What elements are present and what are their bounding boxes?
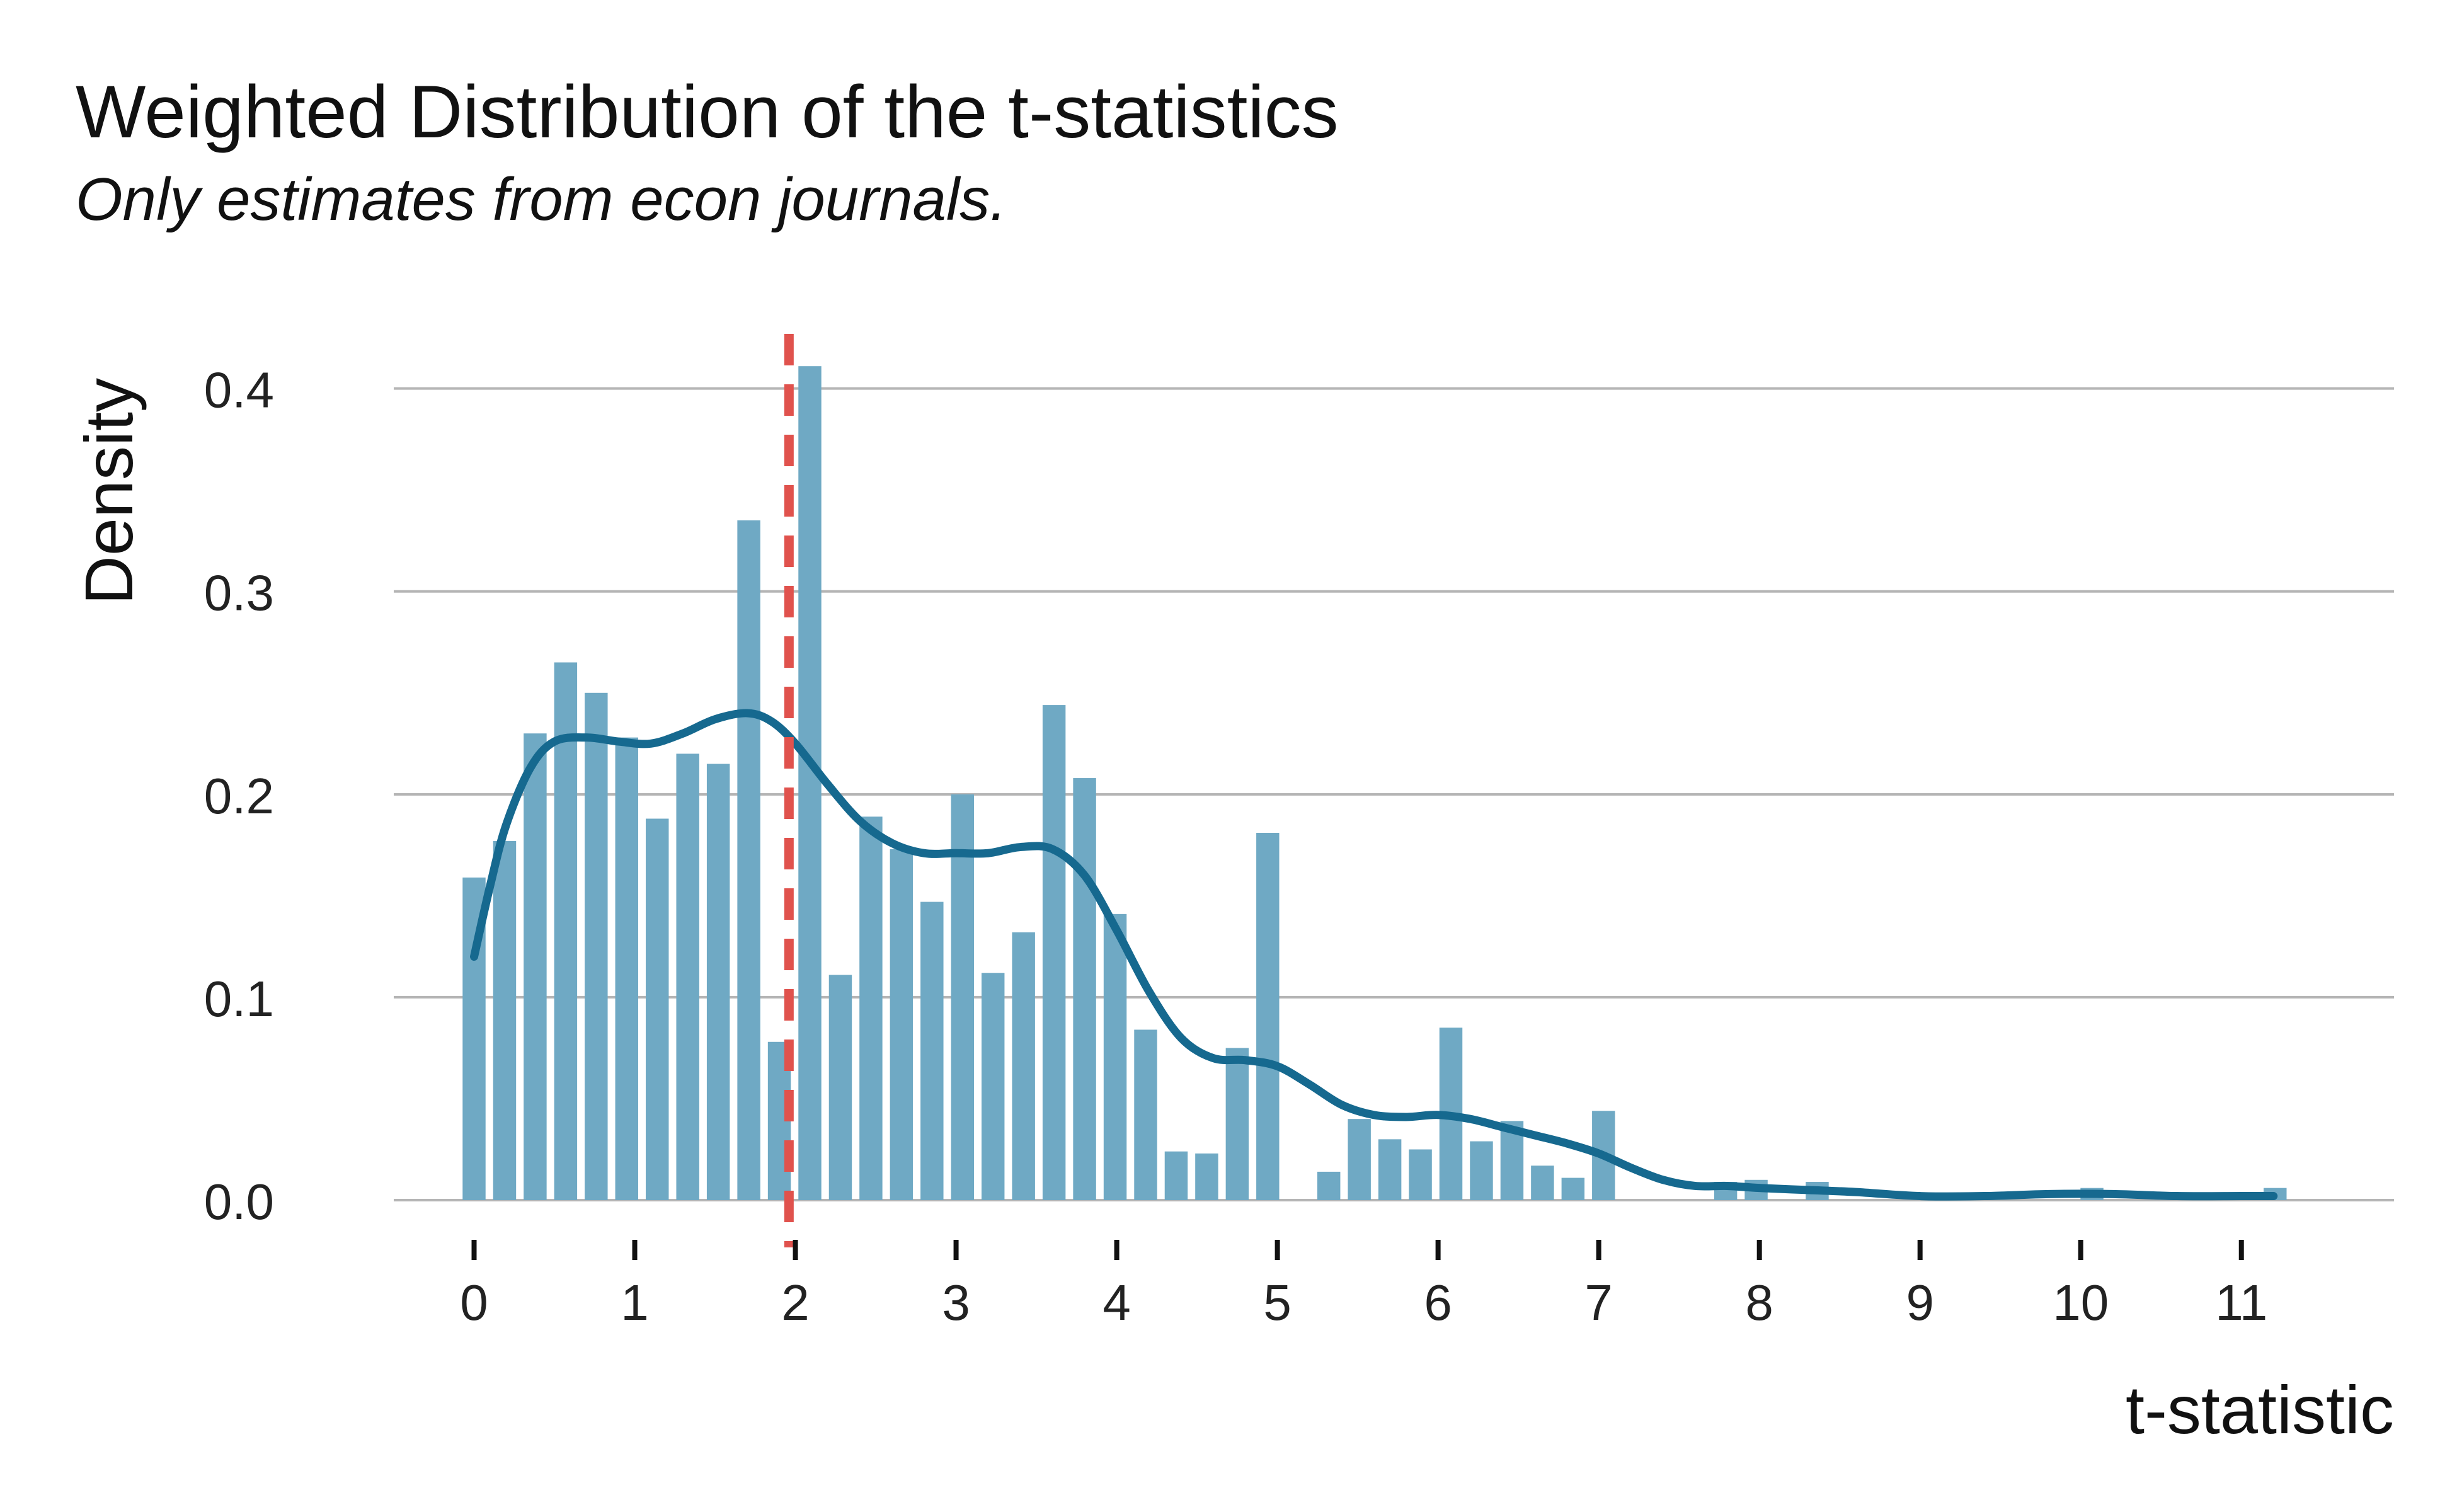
histogram-bar [1348, 1119, 1371, 1200]
y-axis-title: Density [71, 378, 147, 605]
histogram-bar [1378, 1139, 1402, 1200]
x-tick-label: 0 [460, 1274, 488, 1331]
histogram-bar [981, 973, 1005, 1200]
x-tick-label: 2 [781, 1274, 810, 1331]
x-tick-label: 5 [1263, 1274, 1292, 1331]
y-tick-label: 0.1 [204, 971, 274, 1027]
histogram-bar [554, 662, 578, 1200]
y-tick-label: 0.2 [204, 768, 274, 824]
y-axis: 0.0 0.1 0.2 0.3 0.4 [204, 362, 274, 1230]
y-tick-label: 0.3 [204, 565, 274, 621]
density-curve [470, 709, 2278, 1201]
histogram-bar [1012, 932, 1035, 1200]
chart-subtitle: Only estimates from econ journals. [76, 166, 1007, 233]
histogram-bar [1164, 1151, 1188, 1200]
histogram-bar [1103, 914, 1127, 1200]
histogram-bar [1195, 1153, 1218, 1200]
y-tick-label: 0.4 [204, 362, 274, 418]
histogram-bar [1225, 1048, 1249, 1200]
histogram-bar [951, 794, 974, 1200]
histogram-bar [1073, 778, 1096, 1200]
histogram-bar [737, 520, 760, 1201]
histogram-bar [585, 692, 608, 1200]
x-tick-label: 9 [1906, 1274, 1934, 1331]
x-axis-title: t-statistic [2126, 1372, 2394, 1448]
x-tick-label: 7 [1584, 1274, 1613, 1331]
x-tick-label: 4 [1102, 1274, 1131, 1331]
histogram-bar [1470, 1141, 1493, 1200]
y-tick-label: 0.0 [204, 1174, 274, 1230]
histogram-bar [1561, 1177, 1585, 1200]
histogram-bar [524, 733, 547, 1200]
histogram-bar [1042, 705, 1066, 1200]
x-tick-label: 11 [2215, 1274, 2267, 1331]
histogram-bar [1256, 833, 1280, 1200]
x-tick-label: 3 [942, 1274, 970, 1331]
histogram-bar [890, 849, 914, 1200]
histogram-bar [798, 366, 822, 1200]
histogram-bar [1317, 1171, 1341, 1200]
histogram-bar [920, 902, 944, 1200]
histogram-bar [1531, 1166, 1554, 1200]
x-axis: 0 1 2 3 4 5 6 7 8 9 10 11 [460, 1240, 2267, 1331]
histogram-bar [493, 840, 517, 1200]
histogram-bar [615, 737, 639, 1200]
histogram-bar [1134, 1029, 1157, 1200]
x-tick-label: 8 [1745, 1274, 1773, 1331]
histogram-bars [462, 366, 2287, 1201]
histogram-bar [676, 753, 699, 1200]
chart-title: Weighted Distribution of the t-statistic… [76, 71, 1339, 154]
histogram-bar [1409, 1149, 1432, 1200]
histogram-bar [646, 818, 669, 1200]
x-tick-label: 1 [621, 1274, 649, 1331]
histogram-bar [706, 764, 730, 1200]
x-tick-label: 10 [2053, 1274, 2109, 1331]
density-curve-group [470, 709, 2278, 1201]
histogram-bar [859, 816, 883, 1200]
histogram-bar [828, 975, 852, 1200]
x-tick-label: 6 [1424, 1274, 1452, 1331]
